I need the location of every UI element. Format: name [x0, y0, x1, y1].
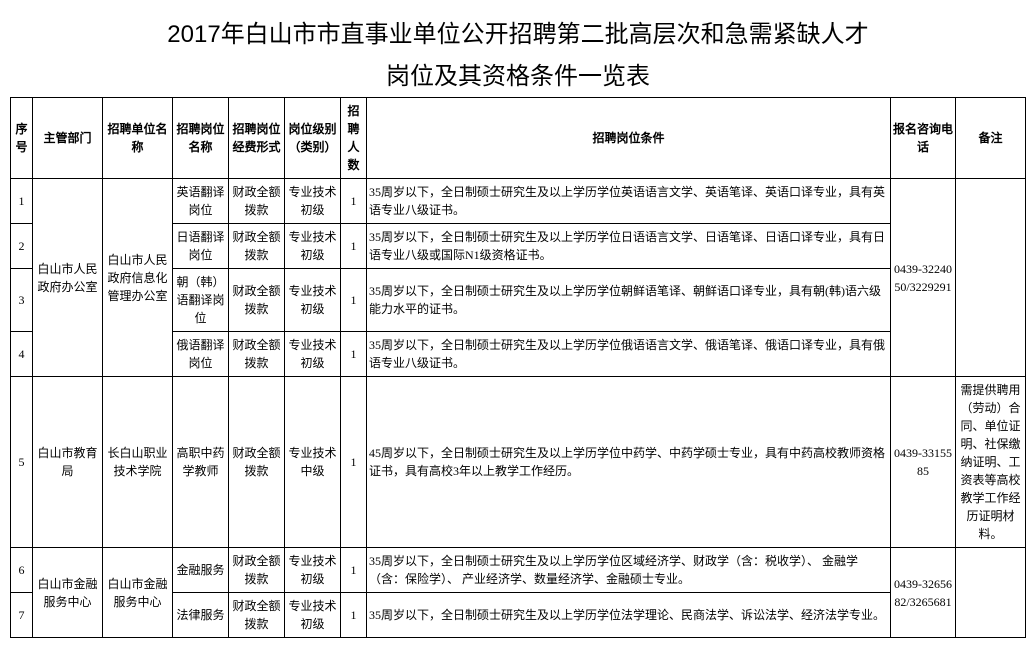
cell-num: 1	[341, 332, 367, 377]
cell-fund: 财政全额拨款	[229, 377, 285, 548]
cell-seq: 4	[11, 332, 33, 377]
cell-pos: 法律服务	[173, 593, 229, 638]
header-pos: 招聘岗位名称	[173, 98, 229, 179]
header-num: 招聘人数	[341, 98, 367, 179]
cell-level: 专业技术初级	[285, 332, 341, 377]
header-fund: 招聘岗位经费形式	[229, 98, 285, 179]
header-dept: 主管部门	[33, 98, 103, 179]
cell-pos: 俄语翻译岗位	[173, 332, 229, 377]
cell-level: 专业技术初级	[285, 269, 341, 332]
cell-req: 35周岁以下，全日制硕士研究生及以上学历学位法学理论、民商法学、诉讼法学、经济法…	[367, 593, 891, 638]
header-note: 备注	[956, 98, 1026, 179]
cell-dept: 白山市教育局	[33, 377, 103, 548]
cell-fund: 财政全额拨款	[229, 179, 285, 224]
cell-num: 1	[341, 548, 367, 593]
cell-fund: 财政全额拨款	[229, 332, 285, 377]
cell-unit: 白山市人民政府信息化管理办公室	[103, 179, 173, 377]
cell-phone: 0439-3265682/3265681	[891, 548, 956, 638]
cell-num: 1	[341, 377, 367, 548]
cell-pos: 英语翻译岗位	[173, 179, 229, 224]
cell-note: 需提供聘用（劳动）合同、单位证明、社保缴纳证明、工资表等高校教学工作经历证明材料…	[956, 377, 1026, 548]
cell-level: 专业技术初级	[285, 548, 341, 593]
cell-note	[956, 179, 1026, 377]
cell-seq: 6	[11, 548, 33, 593]
header-seq: 序号	[11, 98, 33, 179]
cell-pos: 朝（韩）语翻译岗位	[173, 269, 229, 332]
cell-level: 专业技术初级	[285, 224, 341, 269]
cell-level: 专业技术初级	[285, 179, 341, 224]
header-unit: 招聘单位名称	[103, 98, 173, 179]
cell-seq: 7	[11, 593, 33, 638]
table-header-row: 序号 主管部门 招聘单位名称 招聘岗位名称 招聘岗位经费形式 岗位级别（类别） …	[11, 98, 1026, 179]
cell-fund: 财政全额拨款	[229, 269, 285, 332]
cell-seq: 1	[11, 179, 33, 224]
cell-num: 1	[341, 269, 367, 332]
header-phone: 报名咨询电话	[891, 98, 956, 179]
cell-level: 专业技术中级	[285, 377, 341, 548]
header-level: 岗位级别（类别）	[285, 98, 341, 179]
cell-unit: 白山市金融服务中心	[103, 548, 173, 638]
cell-num: 1	[341, 179, 367, 224]
cell-fund: 财政全额拨款	[229, 548, 285, 593]
cell-fund: 财政全额拨款	[229, 224, 285, 269]
page-title-line1: 2017年白山市市直事业单位公开招聘第二批高层次和急需紧缺人才	[10, 18, 1026, 52]
cell-num: 1	[341, 593, 367, 638]
cell-req: 35周岁以下，全日制硕士研究生及以上学历学位日语语言文学、日语笔译、日语口译专业…	[367, 224, 891, 269]
cell-level: 专业技术初级	[285, 593, 341, 638]
table-row: 5白山市教育局长白山职业技术学院高职中药学教师财政全额拨款专业技术中级145周岁…	[11, 377, 1026, 548]
table-row: 6白山市金融服务中心白山市金融服务中心金融服务财政全额拨款专业技术初级135周岁…	[11, 548, 1026, 593]
cell-pos: 高职中药学教师	[173, 377, 229, 548]
cell-pos: 金融服务	[173, 548, 229, 593]
recruitment-table: 序号 主管部门 招聘单位名称 招聘岗位名称 招聘岗位经费形式 岗位级别（类别） …	[10, 97, 1026, 638]
header-req: 招聘岗位条件	[367, 98, 891, 179]
cell-note	[956, 548, 1026, 638]
cell-seq: 5	[11, 377, 33, 548]
cell-fund: 财政全额拨款	[229, 593, 285, 638]
cell-req: 35周岁以下，全日制硕士研究生及以上学历学位区域经济学、财政学（含：税收学）、 …	[367, 548, 891, 593]
cell-req: 45周岁以下，全日制硕士研究生及以上学历学位中药学、中药学硕士专业，具有中药高校…	[367, 377, 891, 548]
cell-pos: 日语翻译岗位	[173, 224, 229, 269]
cell-num: 1	[341, 224, 367, 269]
cell-req: 35周岁以下，全日制硕士研究生及以上学历学位俄语语言文学、俄语笔译、俄语口译专业…	[367, 332, 891, 377]
table-row: 1白山市人民政府办公室白山市人民政府信息化管理办公室英语翻译岗位财政全额拨款专业…	[11, 179, 1026, 224]
page-title-line2: 岗位及其资格条件一览表	[10, 60, 1026, 94]
cell-seq: 2	[11, 224, 33, 269]
cell-dept: 白山市人民政府办公室	[33, 179, 103, 377]
cell-phone: 0439-3315585	[891, 377, 956, 548]
cell-unit: 长白山职业技术学院	[103, 377, 173, 548]
cell-dept: 白山市金融服务中心	[33, 548, 103, 638]
cell-req: 35周岁以下，全日制硕士研究生及以上学历学位英语语言文学、英语笔译、英语口译专业…	[367, 179, 891, 224]
cell-req: 35周岁以下，全日制硕士研究生及以上学历学位朝鲜语笔译、朝鲜语口译专业，具有朝(…	[367, 269, 891, 332]
cell-phone: 0439-3224050/3229291	[891, 179, 956, 377]
table-body: 1白山市人民政府办公室白山市人民政府信息化管理办公室英语翻译岗位财政全额拨款专业…	[11, 179, 1026, 638]
cell-seq: 3	[11, 269, 33, 332]
